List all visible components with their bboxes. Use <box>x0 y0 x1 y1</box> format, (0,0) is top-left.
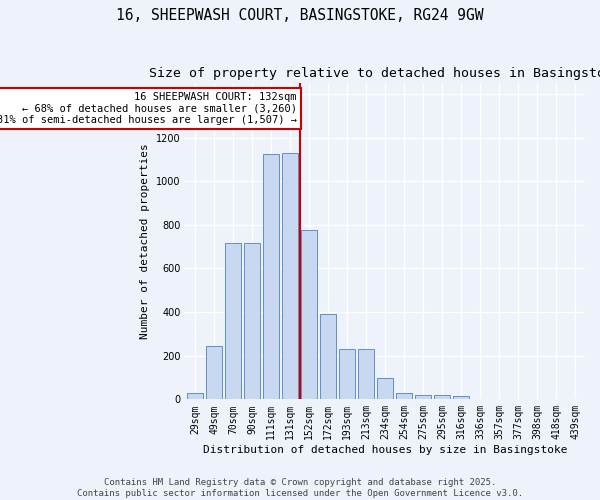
Bar <box>263 154 279 400</box>
Bar <box>358 349 374 400</box>
Bar <box>206 346 222 400</box>
Bar <box>301 230 317 400</box>
Bar <box>453 396 469 400</box>
Y-axis label: Number of detached properties: Number of detached properties <box>140 144 151 339</box>
X-axis label: Distribution of detached houses by size in Basingstoke: Distribution of detached houses by size … <box>203 445 568 455</box>
Bar <box>377 378 394 400</box>
Bar <box>339 349 355 400</box>
Bar <box>244 242 260 400</box>
Bar <box>396 393 412 400</box>
Bar <box>282 153 298 400</box>
Bar <box>320 314 336 400</box>
Text: 16 SHEEPWASH COURT: 132sqm
← 68% of detached houses are smaller (3,260)
31% of s: 16 SHEEPWASH COURT: 132sqm ← 68% of deta… <box>0 92 297 125</box>
Text: Contains HM Land Registry data © Crown copyright and database right 2025.
Contai: Contains HM Land Registry data © Crown c… <box>77 478 523 498</box>
Bar <box>434 395 451 400</box>
Bar <box>415 395 431 400</box>
Bar <box>187 393 203 400</box>
Bar <box>225 242 241 400</box>
Title: Size of property relative to detached houses in Basingstoke: Size of property relative to detached ho… <box>149 68 600 80</box>
Text: 16, SHEEPWASH COURT, BASINGSTOKE, RG24 9GW: 16, SHEEPWASH COURT, BASINGSTOKE, RG24 9… <box>116 8 484 22</box>
